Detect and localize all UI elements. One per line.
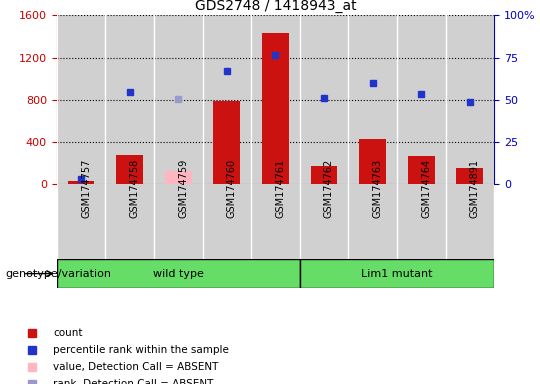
- Text: percentile rank within the sample: percentile rank within the sample: [53, 345, 229, 355]
- Text: GSM174760: GSM174760: [227, 159, 237, 218]
- Text: GSM174763: GSM174763: [373, 159, 383, 218]
- Bar: [213, 101, 240, 184]
- Text: rank, Detection Call = ABSENT: rank, Detection Call = ABSENT: [53, 379, 213, 384]
- Text: genotype/variation: genotype/variation: [5, 268, 111, 279]
- Bar: [165, 170, 192, 184]
- Text: count: count: [53, 328, 83, 338]
- Bar: [408, 156, 435, 184]
- Text: GSM174762: GSM174762: [324, 159, 334, 218]
- Bar: [300, 259, 494, 288]
- Text: GSM174761: GSM174761: [275, 159, 286, 218]
- Text: Lim1 mutant: Lim1 mutant: [361, 268, 433, 279]
- Text: GSM174764: GSM174764: [421, 159, 431, 218]
- Bar: [68, 181, 94, 184]
- Bar: [57, 259, 300, 288]
- Text: wild type: wild type: [153, 268, 204, 279]
- Text: GSM174759: GSM174759: [178, 159, 188, 218]
- Bar: [116, 155, 143, 184]
- Text: value, Detection Call = ABSENT: value, Detection Call = ABSENT: [53, 362, 219, 372]
- Bar: [456, 168, 483, 184]
- Text: GSM174891: GSM174891: [470, 159, 480, 218]
- Bar: [359, 139, 386, 184]
- Bar: [310, 166, 338, 184]
- Text: GSM174758: GSM174758: [130, 159, 140, 218]
- Bar: [262, 33, 289, 184]
- Text: GSM174757: GSM174757: [81, 158, 91, 218]
- Title: GDS2748 / 1418943_at: GDS2748 / 1418943_at: [194, 0, 356, 13]
